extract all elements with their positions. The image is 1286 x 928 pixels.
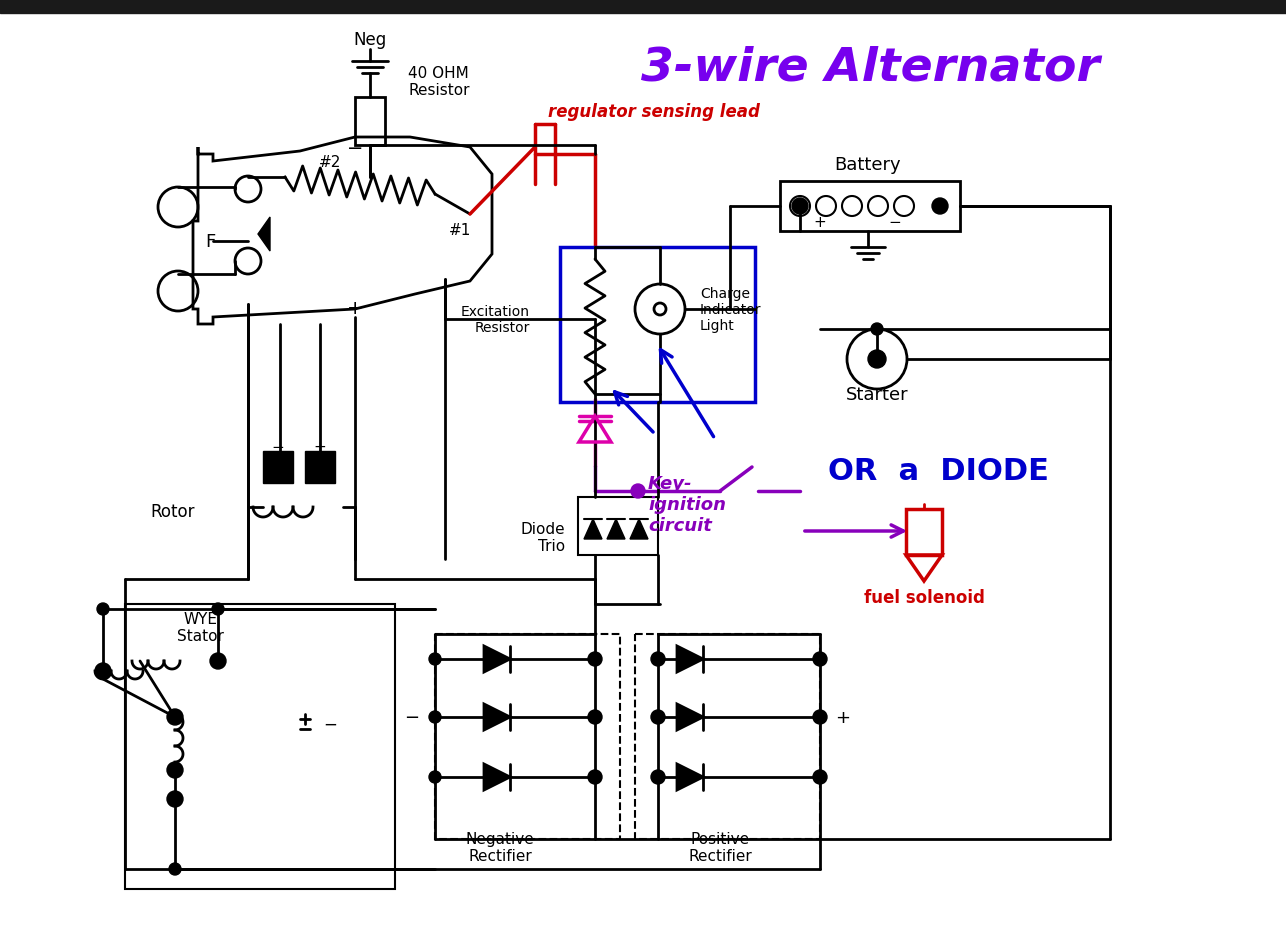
Bar — [264, 452, 293, 483]
Text: regulator sensing lead: regulator sensing lead — [548, 103, 760, 121]
Text: −: − — [404, 708, 419, 727]
Circle shape — [793, 200, 806, 213]
Text: Neg: Neg — [354, 31, 387, 49]
Circle shape — [792, 199, 808, 214]
Bar — [305, 452, 334, 483]
Bar — [435, 635, 620, 839]
Text: Rotor: Rotor — [150, 502, 195, 521]
Text: Excitation
Resistor: Excitation Resistor — [460, 304, 530, 335]
Text: +: + — [314, 439, 327, 454]
Text: +: + — [814, 214, 827, 229]
Circle shape — [167, 792, 183, 807]
Circle shape — [168, 863, 181, 875]
Circle shape — [932, 199, 948, 214]
Text: Key-
ignition
circuit: Key- ignition circuit — [648, 475, 727, 535]
Text: +: + — [347, 298, 363, 317]
Text: Negative
Rectifier: Negative Rectifier — [466, 831, 535, 863]
Circle shape — [631, 484, 646, 498]
Text: fuel solenoid: fuel solenoid — [864, 588, 985, 606]
Circle shape — [210, 653, 226, 669]
Text: Diode
Trio: Diode Trio — [521, 522, 565, 554]
Polygon shape — [676, 764, 703, 790]
Text: 40 OHM
Resistor: 40 OHM Resistor — [408, 66, 469, 98]
Circle shape — [430, 711, 441, 723]
Bar — [125, 604, 395, 889]
Circle shape — [167, 709, 183, 725]
Text: WYE
Stator: WYE Stator — [176, 612, 224, 643]
Text: Battery: Battery — [835, 156, 901, 174]
Text: #2: #2 — [319, 154, 341, 169]
Circle shape — [651, 770, 665, 784]
Text: Positive
Rectifier: Positive Rectifier — [688, 831, 752, 863]
Text: Charge
Indicator
Light: Charge Indicator Light — [700, 287, 761, 333]
Circle shape — [212, 603, 224, 615]
Text: 3-wire Alternator: 3-wire Alternator — [640, 45, 1100, 90]
Text: +: + — [836, 708, 850, 727]
Bar — [907, 509, 943, 555]
Circle shape — [430, 771, 441, 783]
Bar — [559, 248, 755, 403]
Bar — [577, 497, 658, 555]
Circle shape — [95, 664, 111, 679]
Bar — [355, 97, 385, 146]
Circle shape — [871, 324, 883, 336]
Circle shape — [813, 770, 827, 784]
Polygon shape — [630, 520, 648, 539]
Bar — [781, 182, 961, 232]
Circle shape — [588, 710, 602, 724]
Polygon shape — [676, 646, 703, 672]
Text: −: − — [347, 138, 363, 158]
Text: −: − — [889, 214, 901, 229]
Circle shape — [813, 710, 827, 724]
Circle shape — [651, 652, 665, 666]
Text: −: − — [271, 439, 284, 454]
Text: F: F — [204, 233, 215, 251]
Text: Starter: Starter — [846, 386, 908, 404]
Circle shape — [588, 652, 602, 666]
Circle shape — [588, 770, 602, 784]
Circle shape — [868, 351, 886, 368]
Circle shape — [167, 762, 183, 779]
Circle shape — [651, 710, 665, 724]
Circle shape — [96, 603, 109, 615]
Polygon shape — [484, 764, 511, 790]
Polygon shape — [584, 520, 602, 539]
Circle shape — [813, 652, 827, 666]
Polygon shape — [484, 704, 511, 730]
Text: OR  a  DIODE: OR a DIODE — [828, 457, 1049, 486]
Text: −: − — [323, 715, 337, 733]
Bar — [0, 0, 1286, 14]
Circle shape — [430, 653, 441, 665]
Polygon shape — [258, 218, 270, 251]
Text: #1: #1 — [449, 223, 471, 238]
Polygon shape — [607, 520, 625, 539]
Polygon shape — [484, 646, 511, 672]
Polygon shape — [676, 704, 703, 730]
Bar — [635, 635, 820, 839]
